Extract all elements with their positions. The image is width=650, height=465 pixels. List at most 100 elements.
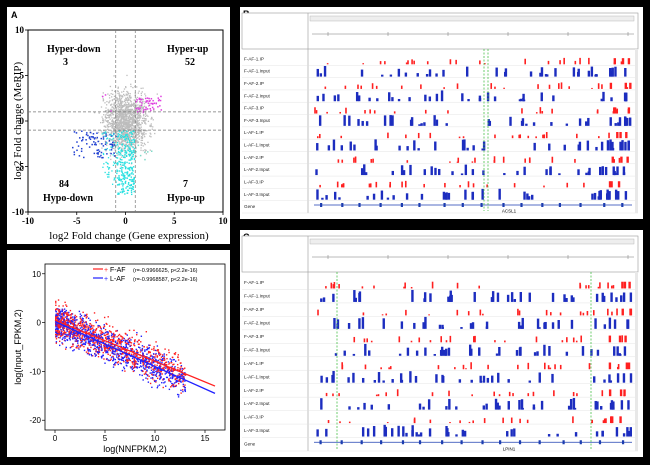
- data-point-l-af: [81, 338, 83, 340]
- data-point-f-af: [111, 338, 113, 341]
- data-point-f-af: [83, 345, 85, 348]
- coverage-peak: [609, 82, 613, 89]
- coverage-bar: [338, 284, 340, 289]
- data-point-l-af: [146, 363, 148, 365]
- data-point-hypo-down: [93, 152, 96, 155]
- data-point-cyan: [128, 150, 131, 153]
- data-point-l-af: [166, 370, 169, 372]
- data-point-cyan: [132, 155, 134, 158]
- coverage-bar: [407, 60, 409, 65]
- coverage-bar: [506, 431, 509, 437]
- data-point-f-af: [95, 335, 97, 337]
- coverage-bar: [579, 311, 582, 316]
- data-point-l-af: [83, 324, 86, 326]
- data-point: [128, 136, 130, 138]
- data-point-f-af: [71, 331, 73, 334]
- data-point: [115, 107, 117, 109]
- track-label: F-AF-3.Input: [244, 118, 271, 123]
- vertical-scrollbar[interactable]: [635, 49, 638, 213]
- data-point-l-af: [94, 355, 97, 357]
- coverage-bar: [357, 84, 359, 89]
- data-point: [139, 117, 141, 119]
- coverage-bar: [391, 97, 394, 102]
- data-point-f-af: [124, 339, 126, 341]
- coverage-bar: [528, 380, 531, 383]
- data-point-f-af: [87, 327, 89, 329]
- data-point-l-af: [74, 319, 76, 321]
- data-point-l-af: [87, 329, 90, 331]
- data-point-l-af: [61, 342, 63, 344]
- data-point: [117, 102, 119, 105]
- data-point: [129, 121, 132, 123]
- data-point: [106, 120, 108, 122]
- coverage-bar: [595, 431, 599, 437]
- data-point-cyan: [126, 135, 129, 138]
- data-point: [120, 128, 123, 130]
- data-point-f-af: [151, 362, 153, 364]
- data-point: [140, 105, 142, 107]
- data-point: [117, 123, 120, 125]
- data-point-l-af: [133, 350, 135, 352]
- data-point-f-af: [92, 341, 94, 344]
- data-point-hyper-up: [158, 99, 161, 101]
- data-point-l-af: [88, 341, 90, 343]
- data-point: [130, 85, 132, 88]
- data-point-l-af: [107, 336, 109, 338]
- coverage-peak: [609, 68, 612, 77]
- data-point: [121, 129, 124, 131]
- data-point-hyper-up: [135, 100, 137, 103]
- data-point-cyan: [127, 138, 130, 140]
- data-point: [121, 106, 123, 108]
- data-point-f-af: [131, 347, 134, 350]
- data-point: [125, 99, 127, 101]
- data-point-f-af: [123, 349, 126, 351]
- coverage-bar: [361, 317, 365, 329]
- data-point: [120, 95, 122, 97]
- data-point: [127, 99, 129, 102]
- data-point-l-af: [135, 348, 137, 351]
- coverage-bar: [447, 110, 449, 114]
- coverage-bar: [572, 67, 576, 77]
- y-axis-label: log(Input_FPKM,2): [13, 309, 23, 385]
- data-point-f-af: [153, 379, 156, 382]
- data-point-l-af: [62, 326, 64, 328]
- data-point-f-af: [104, 347, 106, 349]
- data-point: [150, 125, 152, 127]
- data-point-f-af: [132, 363, 134, 365]
- data-point-cyan: [123, 135, 126, 138]
- coverage-bar: [449, 290, 452, 302]
- data-point-cyan: [116, 152, 118, 154]
- coverage-bar: [448, 398, 451, 410]
- data-point: [117, 98, 119, 100]
- gene-exon: [418, 203, 421, 207]
- data-point: [132, 117, 135, 119]
- data-point-hyper-up: [145, 106, 147, 109]
- data-point-f-af: [57, 331, 59, 334]
- data-point-l-af: [95, 321, 97, 324]
- data-point: [127, 108, 129, 110]
- data-point-f-af: [76, 339, 78, 342]
- data-point: [130, 118, 133, 120]
- data-point: [136, 118, 138, 120]
- data-point-cyan: [120, 167, 123, 169]
- data-point-hypo-down: [81, 130, 83, 132]
- coverage-bar: [435, 119, 439, 126]
- coverage-bar: [362, 63, 365, 65]
- data-point: [127, 117, 130, 119]
- data-point-f-af: [85, 321, 87, 323]
- coverage-peak: [629, 292, 633, 302]
- data-point-l-af: [92, 340, 95, 342]
- coverage-peak: [624, 191, 628, 200]
- data-point-f-af: [64, 322, 66, 324]
- data-point: [108, 101, 110, 103]
- data-point-l-af: [112, 366, 115, 368]
- data-point-l-af: [62, 329, 65, 331]
- data-point-f-af: [99, 327, 102, 329]
- data-point-f-af: [170, 369, 173, 371]
- data-point-l-af: [77, 328, 79, 330]
- coverage-peak: [610, 181, 613, 188]
- data-point: [133, 127, 135, 129]
- data-point-l-af: [72, 335, 74, 337]
- vertical-scrollbar[interactable]: [635, 272, 638, 451]
- data-point: [120, 126, 122, 128]
